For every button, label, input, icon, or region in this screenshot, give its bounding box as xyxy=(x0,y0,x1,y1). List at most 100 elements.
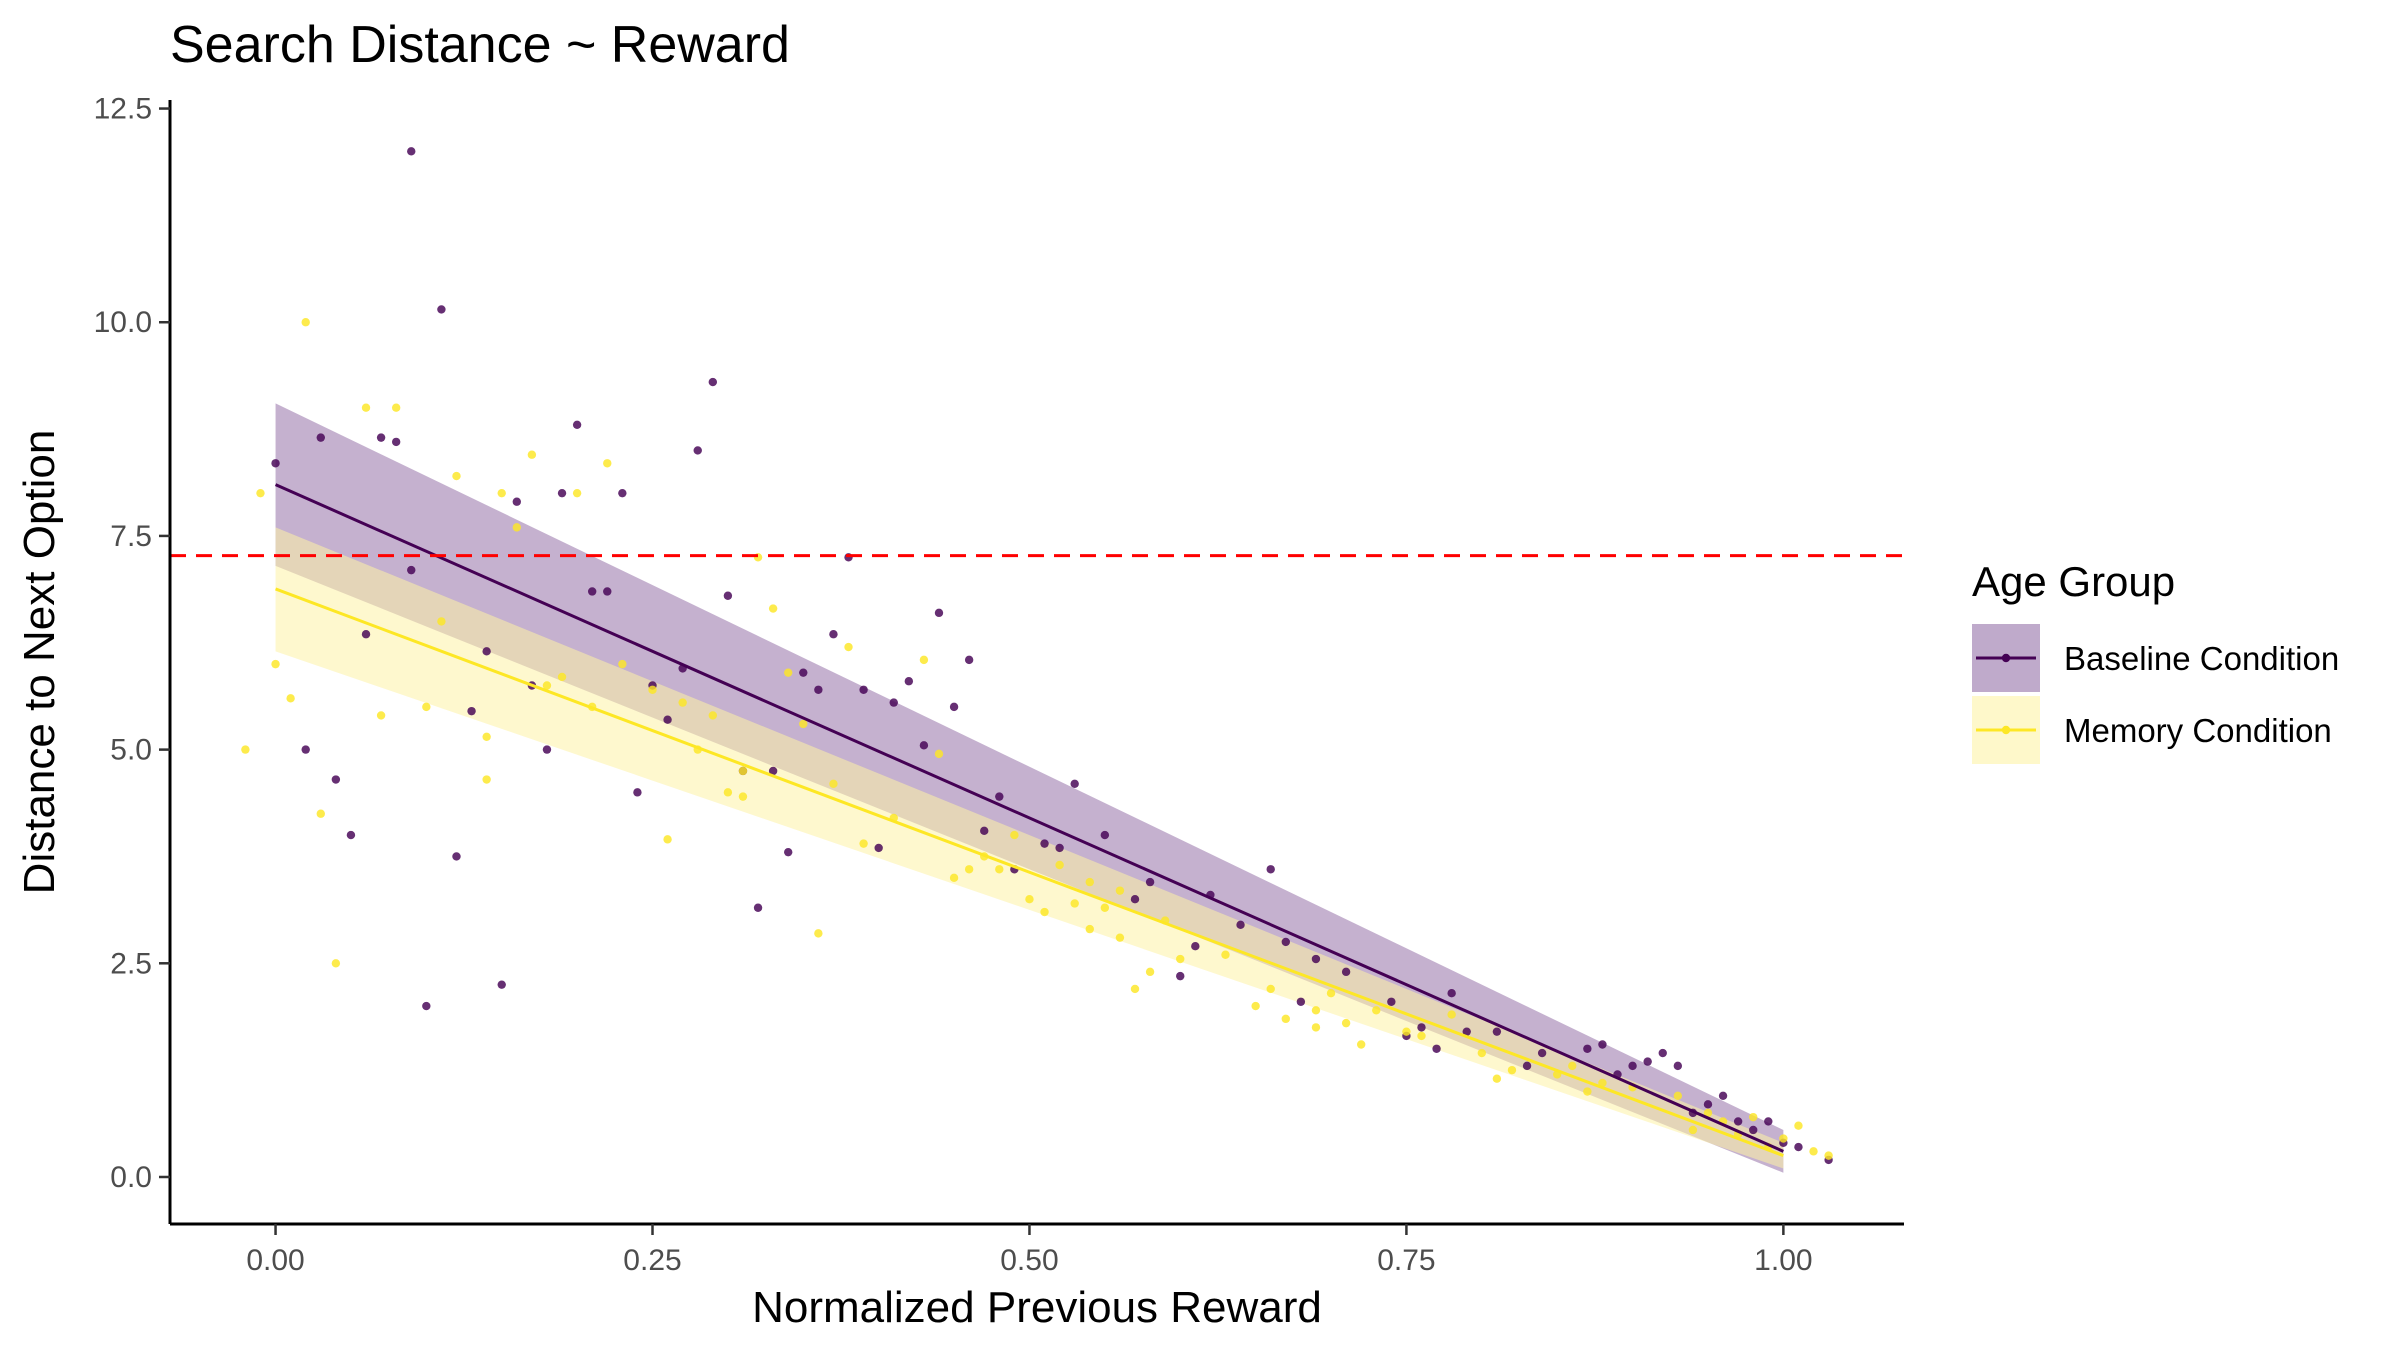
memory-condition-point-56 xyxy=(1115,933,1125,942)
baseline-condition-point-16 xyxy=(587,587,597,596)
baseline-condition-point-32 xyxy=(663,715,672,724)
baseline-condition-point-19 xyxy=(829,630,838,639)
baseline-condition-point-23 xyxy=(799,668,808,677)
baseline-condition-point-57 xyxy=(1281,937,1290,947)
x-axis-title: Normalized Previous Reward xyxy=(752,1283,1322,1332)
baseline-condition-point-44 xyxy=(980,826,989,836)
baseline-condition-point-1 xyxy=(407,147,416,156)
baseline-condition-point-4 xyxy=(391,437,401,447)
baseline-condition-point-54 xyxy=(1130,894,1140,904)
baseline-condition-point-52 xyxy=(1145,877,1155,887)
baseline-condition-point-73 xyxy=(1598,1040,1607,1049)
x-axis-ticks: 0.00 0.25 0.50 0.75 1.00 xyxy=(246,1224,1813,1277)
baseline-condition-point-9 xyxy=(557,488,567,498)
memory-condition-point-31 xyxy=(934,749,944,759)
memory-condition-point-24 xyxy=(422,702,431,712)
memory-condition-point-70 xyxy=(1402,1027,1411,1036)
legend-dot-baseline-condition xyxy=(2001,653,2011,663)
memory-condition-point-22 xyxy=(678,698,687,707)
memory-condition-point-25 xyxy=(376,711,386,720)
baseline-condition-point-6 xyxy=(708,377,718,387)
baseline-condition-point-7 xyxy=(693,446,702,455)
baseline-condition-point-40 xyxy=(633,788,642,797)
baseline-condition-point-15 xyxy=(603,587,612,596)
y-axis-ticks: 0.0 2.5 5.0 7.5 10.0 12.5 xyxy=(94,93,170,1194)
baseline-condition-point-81 xyxy=(1718,1091,1728,1100)
baseline-condition-point-11 xyxy=(512,497,521,506)
baseline-condition-point-68 xyxy=(1462,1027,1471,1036)
baseline-condition-point-26 xyxy=(859,685,868,694)
y-tick-label-0: 0.0 xyxy=(110,1161,152,1194)
memory-condition-point-69 xyxy=(1311,1023,1321,1032)
baseline-condition-point-82 xyxy=(1703,1100,1713,1109)
y-tick-label-3: 7.5 xyxy=(110,520,152,553)
memory-condition-point-85 xyxy=(1749,1112,1758,1122)
baseline-condition-point-78 xyxy=(1643,1057,1652,1066)
x-tick-label-3: 0.75 xyxy=(1377,1244,1435,1277)
memory-condition-point-18 xyxy=(784,668,793,677)
memory-condition-point-13 xyxy=(844,642,853,652)
memory-condition-point-11 xyxy=(768,604,778,613)
memory-condition-point-35 xyxy=(723,788,733,797)
baseline-condition-point-55 xyxy=(753,903,763,912)
memory-condition-point-71 xyxy=(1417,1031,1426,1041)
baseline-condition-point-35 xyxy=(919,741,929,750)
memory-condition-point-72 xyxy=(1356,1040,1366,1049)
memory-condition-point-34 xyxy=(829,779,838,789)
memory-condition-point-40 xyxy=(663,835,672,844)
baseline-condition-point-30 xyxy=(949,702,959,712)
baseline-condition-point-13 xyxy=(407,565,416,575)
memory-condition-point-6 xyxy=(256,488,265,498)
baseline-condition-point-42 xyxy=(346,830,356,840)
memory-condition-point-65 xyxy=(1311,1006,1321,1015)
memory-condition-point-82 xyxy=(1673,1091,1683,1100)
baseline-condition-point-65 xyxy=(1296,997,1306,1006)
baseline-condition-point-21 xyxy=(482,647,491,656)
baseline-condition-point-20 xyxy=(964,655,974,665)
chart-title: Search Distance ~ Reward xyxy=(170,16,790,74)
memory-condition-point-37 xyxy=(316,809,325,818)
memory-condition-point-39 xyxy=(1010,830,1019,840)
memory-condition-point-45 xyxy=(949,873,959,883)
memory-condition-point-5 xyxy=(452,471,461,481)
confidence-bands xyxy=(275,403,1784,1173)
memory-condition-point-21 xyxy=(286,694,295,703)
memory-condition-point-0 xyxy=(301,318,310,327)
legend-items: Baseline Condition Memory Condition xyxy=(1972,624,2339,764)
memory-condition-point-14 xyxy=(919,655,929,665)
baseline-condition-point-62 xyxy=(497,980,506,989)
memory-condition-point-3 xyxy=(527,450,537,459)
baseline-condition-point-18 xyxy=(934,608,944,618)
x-tick-label-2: 0.50 xyxy=(1000,1244,1058,1277)
legend-label-baseline-condition: Baseline Condition xyxy=(2064,640,2339,677)
baseline-condition-point-31 xyxy=(467,706,476,716)
baseline-condition-point-5 xyxy=(376,433,386,442)
memory-condition-point-16 xyxy=(618,659,627,669)
baseline-condition-point-56 xyxy=(1236,920,1245,930)
legend-dot-memory-condition xyxy=(2001,725,2011,735)
memory-condition-point-57 xyxy=(1221,950,1230,959)
baseline-condition-point-43 xyxy=(1100,830,1110,840)
baseline-condition-point-59 xyxy=(1311,954,1321,964)
memory-condition-point-91 xyxy=(1824,1151,1833,1160)
memory-condition-point-75 xyxy=(1507,1065,1517,1075)
baseline-condition-point-86 xyxy=(1749,1125,1758,1135)
memory-condition-point-83 xyxy=(1703,1108,1713,1118)
memory-condition-point-54 xyxy=(1085,924,1094,934)
baseline-condition-point-10 xyxy=(618,488,627,498)
baseline-condition-point-8 xyxy=(572,420,582,430)
memory-condition-point-80 xyxy=(1583,1087,1592,1096)
memory-condition-point-63 xyxy=(1326,989,1336,998)
memory-condition-point-15 xyxy=(271,659,280,669)
memory-condition-point-60 xyxy=(1145,967,1155,977)
legend-title: Age Group xyxy=(1972,558,2175,605)
y-tick-label-1: 2.5 xyxy=(110,947,152,980)
memory-condition-point-36 xyxy=(738,792,748,801)
baseline-condition-point-66 xyxy=(422,1001,431,1011)
memory-condition-point-47 xyxy=(1085,877,1094,887)
baseline-condition-point-37 xyxy=(768,766,778,776)
baseline-condition-point-48 xyxy=(784,847,793,857)
baseline-condition-point-39 xyxy=(1070,779,1079,789)
baseline-condition-confidence-band xyxy=(275,403,1784,1173)
baseline-condition-point-3 xyxy=(316,433,325,442)
